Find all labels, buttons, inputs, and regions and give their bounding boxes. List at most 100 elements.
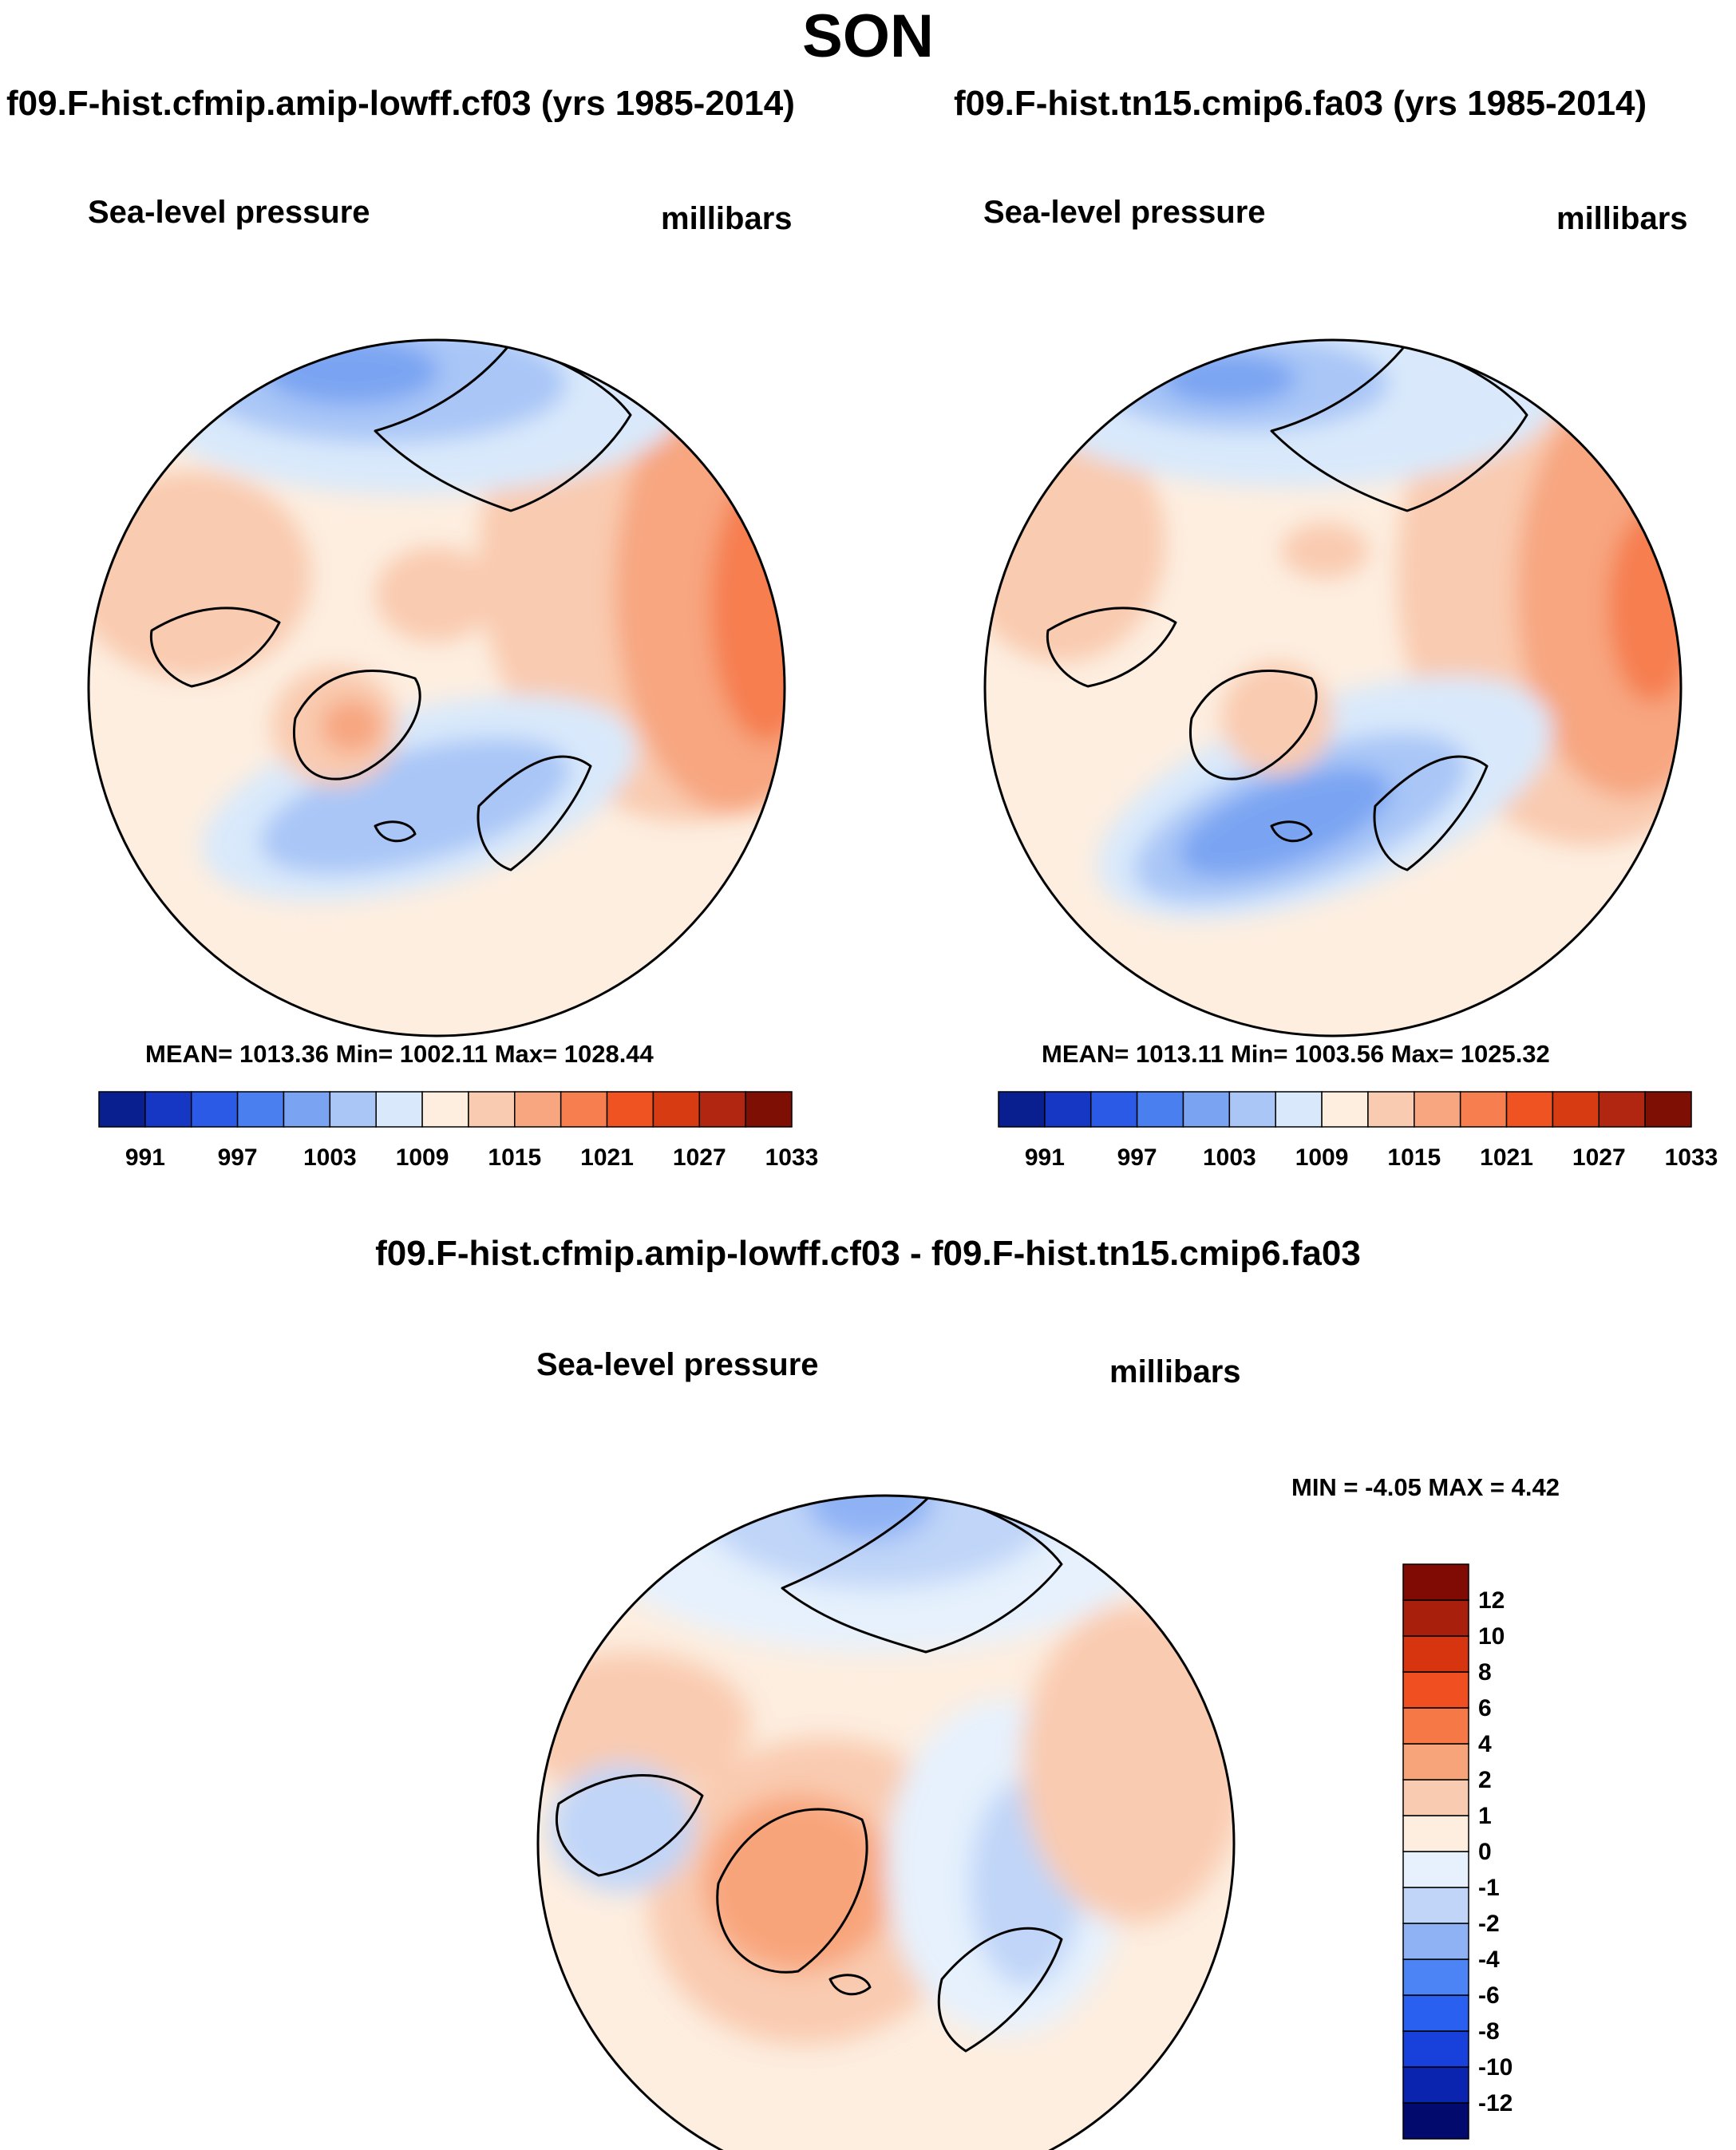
panel2-units-label: millibars xyxy=(1556,201,1688,236)
diff-units-label: millibars xyxy=(1109,1354,1241,1389)
colorbar-tick-label: 4 xyxy=(1478,1731,1492,1757)
colorbar-box xyxy=(1402,1707,1469,1745)
colorbar-tick-label: -1 xyxy=(1478,1875,1500,1901)
colorbar-box xyxy=(190,1091,239,1128)
colorbar-box xyxy=(1552,1091,1600,1128)
field-region-west xyxy=(89,471,311,678)
colorbar-box xyxy=(1402,1994,1469,2032)
colorbar-tick-label: 991 xyxy=(125,1144,165,1171)
colorbar-box xyxy=(1598,1091,1646,1128)
colorbar-box xyxy=(1321,1091,1369,1128)
colorbar-tick-label: 1 xyxy=(1478,1803,1492,1829)
colorbar-box xyxy=(1402,1635,1469,1673)
colorbar-tick-label: 0 xyxy=(1478,1839,1492,1865)
colorbar-box xyxy=(1459,1091,1508,1128)
colorbar-box xyxy=(1402,1958,1469,1996)
coast-iceland xyxy=(374,820,417,843)
field-region-greenland2 xyxy=(321,699,382,753)
diff-map-border xyxy=(536,1494,1236,2150)
panel1-field xyxy=(89,340,785,1036)
colorbar-tick-label: 10 xyxy=(1478,1623,1505,1650)
panel2-case-title: f09.F-hist.tn15.cmip6.fa03 (yrs 1985-201… xyxy=(954,84,1647,123)
panel1-units-label: millibars xyxy=(661,201,793,236)
panel1-variable-label: Sea-level pressure xyxy=(88,195,370,230)
coast-siberia xyxy=(374,342,632,512)
field-region-east3 xyxy=(710,471,785,742)
colorbar-box xyxy=(1402,1815,1469,1852)
colorbar-box xyxy=(1414,1091,1461,1128)
coast-scandinavia xyxy=(937,1927,1063,2053)
colorbar-tick-label: -6 xyxy=(1478,1982,1500,2009)
colorbar-tick-label: 997 xyxy=(218,1144,258,1171)
colorbar-box xyxy=(514,1091,562,1128)
colorbar-tick-label: 2 xyxy=(1478,1767,1492,1793)
colorbar-tick-label: 1027 xyxy=(673,1144,726,1171)
coast-scandinavia xyxy=(477,755,592,871)
colorbar-box xyxy=(98,1091,146,1128)
colorbar-tick-label: 1009 xyxy=(396,1144,449,1171)
panel1-colorbar: 991 997 1003 1009 1015 1021 1027 1033 xyxy=(98,1091,818,1171)
colorbar-box xyxy=(421,1091,469,1128)
coast-siberia xyxy=(781,1496,1063,1654)
colorbar-box xyxy=(560,1091,608,1128)
diff-coastlines xyxy=(555,1496,1215,2053)
colorbar-box xyxy=(1402,1599,1469,1637)
colorbar-box xyxy=(1402,1563,1469,1601)
diff-case-title: f09.F-hist.cfmip.amip-lowff.cf03 - f09.F… xyxy=(375,1234,1361,1273)
colorbar-box xyxy=(468,1091,516,1128)
colorbar-box xyxy=(1089,1091,1138,1128)
colorbar-tick-label: 991 xyxy=(1025,1144,1065,1171)
colorbar-box xyxy=(1367,1091,1415,1128)
panel2-colorbar: 991 997 1003 1009 1015 1021 1027 1033 xyxy=(998,1091,1718,1171)
colorbar-tick-label: 1015 xyxy=(488,1144,541,1171)
colorbar-box xyxy=(1228,1091,1276,1128)
coast-iceland xyxy=(1270,820,1313,843)
colorbar-tick-label: 1015 xyxy=(1387,1144,1441,1171)
coast-greenland xyxy=(293,670,421,781)
colorbar-tick-label: 1033 xyxy=(1665,1144,1718,1171)
field-region-pole xyxy=(375,547,495,642)
colorbar-tick-label: 1021 xyxy=(1480,1144,1533,1171)
field-region-asia xyxy=(1022,1604,1234,1923)
colorbar-tick-label: 6 xyxy=(1478,1695,1492,1721)
coast-canada xyxy=(1046,607,1177,688)
field-region-greenland2 xyxy=(702,1796,894,1971)
colorbar-tick-label: 1027 xyxy=(1572,1144,1626,1171)
colorbar-box xyxy=(1402,1743,1469,1780)
colorbar-box xyxy=(1402,1671,1469,1709)
colorbar-box xyxy=(1044,1091,1092,1128)
field-region-pole xyxy=(1281,523,1369,579)
colorbar-box xyxy=(998,1091,1046,1128)
panel2-map-border xyxy=(983,338,1683,1037)
colorbar-box xyxy=(283,1091,331,1128)
panel2-variable-label: Sea-level pressure xyxy=(983,195,1266,230)
colorbar-box xyxy=(652,1091,701,1128)
colorbar-box xyxy=(236,1091,285,1128)
colorbar-tick-label: 997 xyxy=(1117,1144,1157,1171)
colorbar-box xyxy=(745,1091,793,1128)
colorbar-tick-label: -4 xyxy=(1478,1946,1500,1973)
diff-stats: MIN = -4.05 MAX = 4.42 xyxy=(1291,1473,1560,1501)
colorbar-box xyxy=(1402,1923,1469,1960)
diff-field xyxy=(538,1496,1234,2150)
colorbar-box xyxy=(1402,2102,1469,2140)
colorbar-tick-label: -8 xyxy=(1478,2018,1500,2045)
colorbar-box xyxy=(1644,1091,1692,1128)
coast-iceland xyxy=(828,1974,872,1996)
panel2-stats: MEAN= 1013.11 Min= 1003.56 Max= 1025.32 xyxy=(1042,1040,1550,1068)
colorbar-box xyxy=(1402,1887,1469,1924)
main-title: SON xyxy=(802,2,934,70)
colorbar-box xyxy=(144,1091,192,1128)
field-contours xyxy=(538,1496,1234,2045)
coast-canada xyxy=(555,1774,704,1877)
colorbar-box xyxy=(1402,1851,1469,1888)
colorbar-box xyxy=(1402,2030,1469,2068)
colorbar-tick-label: 1003 xyxy=(1203,1144,1256,1171)
colorbar-box xyxy=(1505,1091,1554,1128)
colorbar-box xyxy=(1136,1091,1184,1128)
colorbar-box xyxy=(329,1091,377,1128)
coast-greenland xyxy=(716,1808,868,1974)
